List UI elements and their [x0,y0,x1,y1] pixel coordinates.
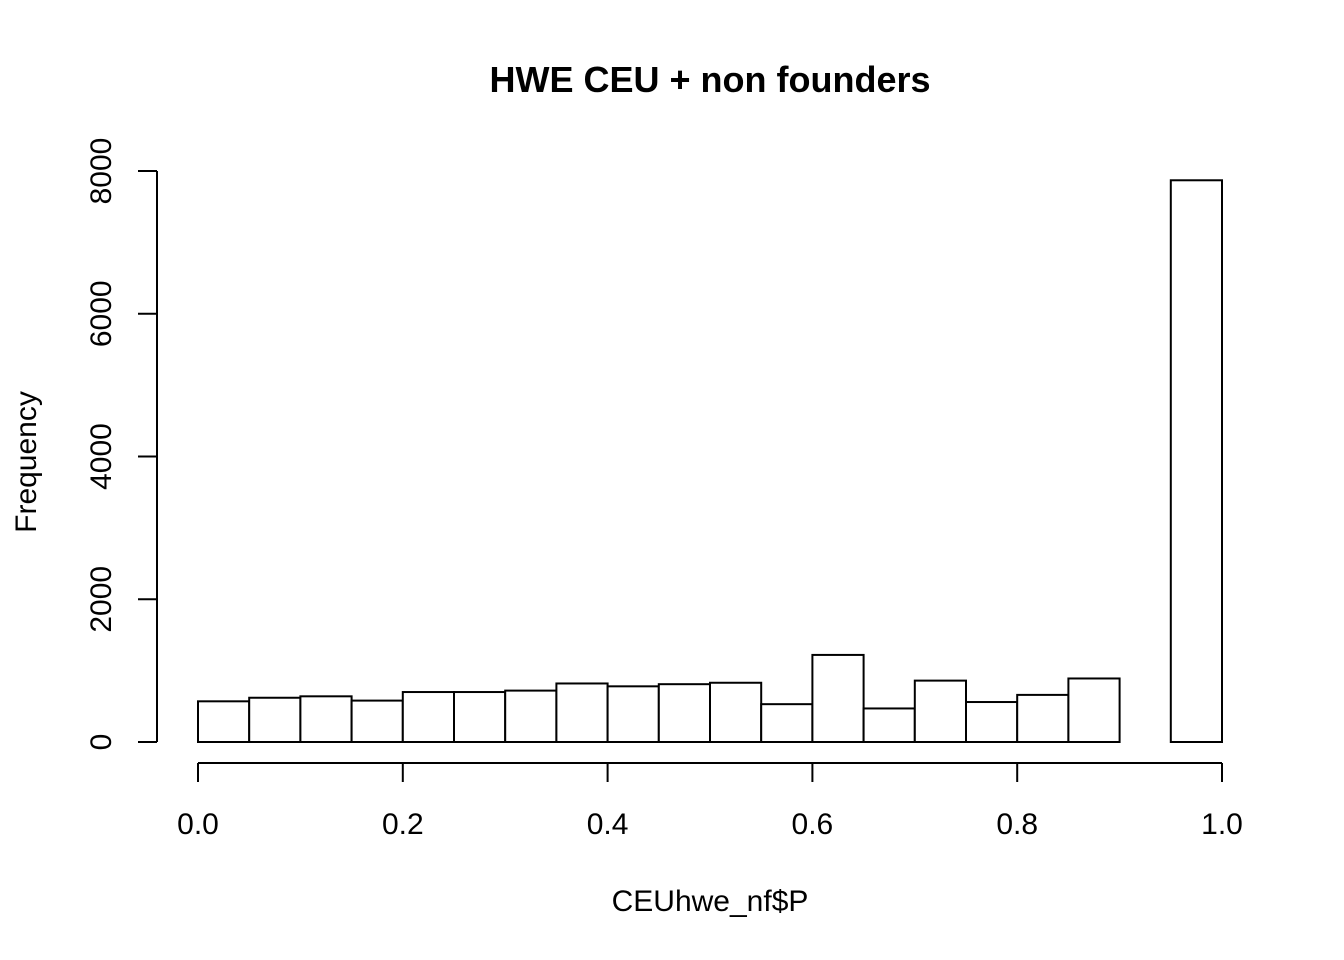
y-tick-label: 0 [85,734,118,751]
y-tick-label: 8000 [85,138,118,205]
histogram-bar [657,683,711,744]
histogram-bar [555,682,609,743]
histogram-bar [453,691,507,743]
y-tick-label: 2000 [85,566,118,633]
histogram-bar [709,681,763,743]
y-axis-label: Frequency [10,391,43,533]
x-tick-label: 1.0 [1201,808,1243,841]
x-axis-label: CEUhwe_nf$P [612,885,809,918]
histogram-bar [350,699,404,743]
x-tick-label: 0.0 [177,808,219,841]
x-tick-label: 0.2 [382,808,424,841]
y-axis: 0 2000 4000 6000 8000 [85,138,158,751]
histogram-bar [248,696,302,743]
histogram-bar [862,707,916,743]
x-tick-label: 0.4 [587,808,629,841]
y-tick-label: 4000 [85,423,118,490]
histogram-bar [299,695,353,744]
histogram-bar [1169,179,1224,743]
histogram-bar [504,689,558,743]
x-axis: 0.0 0.2 0.4 0.6 0.8 1.0 [177,762,1243,841]
histogram-bar [965,701,1019,744]
histogram-bar [606,685,660,744]
histogram-bar [197,700,251,743]
histogram-bar [1067,677,1121,744]
histogram-bar [913,679,967,743]
x-tick-label: 0.8 [996,808,1038,841]
histogram-bar [401,691,455,743]
y-tick-label: 6000 [85,280,118,347]
histogram-bar [1016,693,1070,744]
histogram-bar [760,703,814,744]
chart-title: HWE CEU + non founders [490,59,931,100]
histogram-bars [197,179,1224,744]
x-tick-label: 0.6 [792,808,834,841]
histogram-bar [811,653,865,743]
